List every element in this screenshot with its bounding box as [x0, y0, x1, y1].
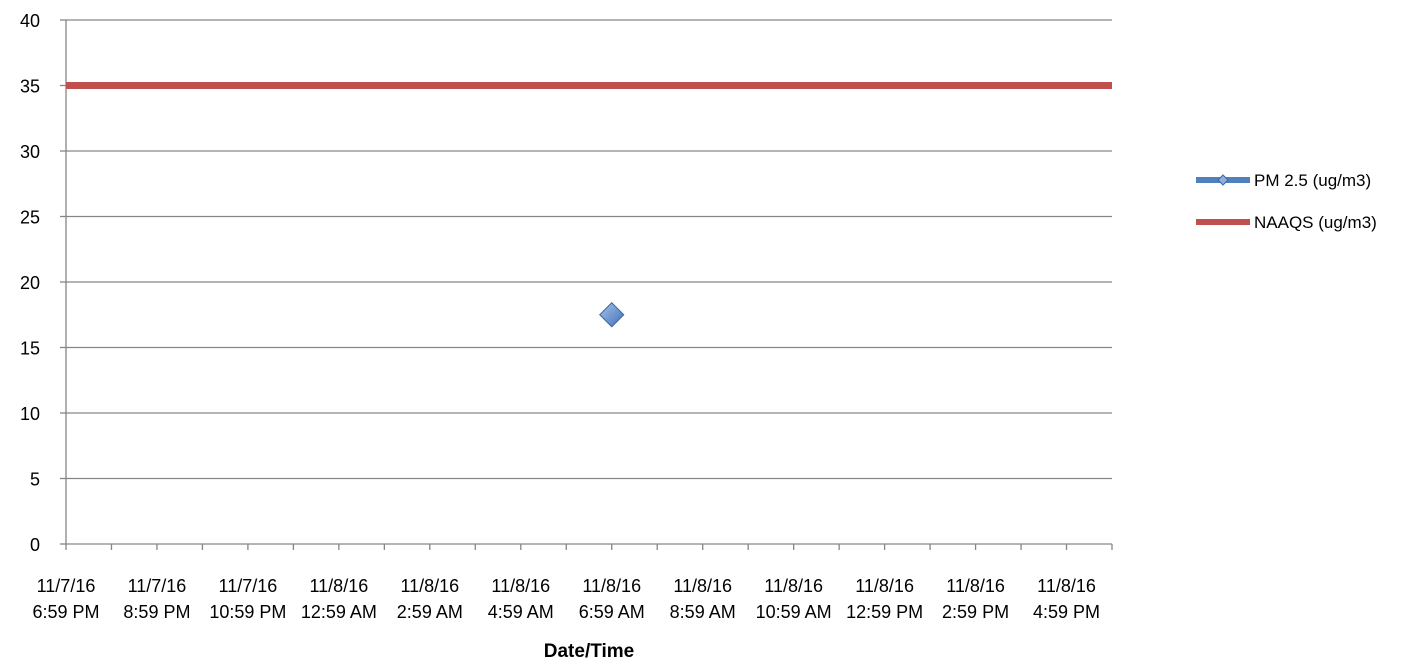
x-tick-label-date: 11/8/16: [673, 576, 732, 596]
x-tick-label-time: 6:59 AM: [579, 602, 645, 622]
x-tick-label-date: 11/8/16: [400, 576, 459, 596]
x-tick-label: 11/7/16 6:59 PM: [32, 576, 99, 622]
x-tick-label: 11/7/16 10:59 PM: [209, 576, 286, 622]
legend-label-0: PM 2.5 (ug/m3): [1254, 171, 1371, 190]
x-tick-label-date: 11/8/16: [1037, 576, 1096, 596]
y-tick-label: 15: [20, 339, 40, 359]
x-tick-label-date: 11/7/16: [128, 576, 187, 596]
y-tick-label: 25: [20, 208, 40, 228]
x-tick-label-date: 11/7/16: [37, 576, 96, 596]
x-tick-label: 11/8/16 10:59 AM: [756, 576, 832, 622]
y-tick-label: 0: [30, 535, 40, 555]
x-tick-label-date: 11/8/16: [764, 576, 823, 596]
x-tick-label: 11/7/16 8:59 PM: [123, 576, 190, 622]
data-point: [599, 302, 625, 328]
x-tick-label: 11/8/16 4:59 PM: [1033, 576, 1100, 622]
x-tick-label-time: 8:59 PM: [123, 602, 190, 622]
x-tick-label: 11/8/16 12:59 PM: [846, 576, 923, 622]
legend-label-1: NAAQS (ug/m3): [1254, 213, 1377, 232]
x-tick-label-time: 4:59 PM: [1033, 602, 1100, 622]
x-tick-label-time: 2:59 AM: [397, 602, 463, 622]
x-tick-labels: 11/7/16 6:59 PM 11/7/16 8:59 PM 11/7/16 10:59…: [32, 576, 1100, 622]
x-tick-label-date: 11/8/16: [582, 576, 641, 596]
x-tick-label: 11/8/16 2:59 PM: [942, 576, 1009, 622]
x-axis-title: Date/Time: [544, 641, 634, 662]
x-tick-label: 11/8/16 6:59 AM: [579, 576, 645, 622]
axes: [65, 20, 1113, 550]
y-tick-label: 40: [20, 11, 40, 31]
x-tick-label-time: 10:59 PM: [209, 602, 286, 622]
x-tick-label: 11/8/16 2:59 AM: [397, 576, 463, 622]
x-tick-label: 11/8/16 8:59 AM: [670, 576, 736, 622]
x-tick-label-date: 11/8/16: [491, 576, 550, 596]
x-tick-label-time: 12:59 PM: [846, 602, 923, 622]
y-tick-labels: 0 5 10 15 20 25 30 35 40: [20, 11, 40, 555]
x-tick-label-time: 10:59 AM: [756, 602, 832, 622]
gridlines: [60, 19, 1112, 545]
y-tick-label: 5: [30, 470, 40, 490]
x-tick-label: 11/8/16 12:59 AM: [301, 576, 377, 622]
y-tick-label: 30: [20, 142, 40, 162]
x-tick-label-time: 2:59 PM: [942, 602, 1009, 622]
x-tick-label-time: 4:59 AM: [488, 602, 554, 622]
x-tick-label-time: 12:59 AM: [301, 602, 377, 622]
x-tick-label-time: 6:59 PM: [32, 602, 99, 622]
y-tick-label: 35: [20, 77, 40, 97]
x-tick-label-time: 8:59 AM: [670, 602, 736, 622]
x-tick-label-date: 11/8/16: [855, 576, 914, 596]
legend: PM 2.5 (ug/m3) NAAQS (ug/m3): [1196, 171, 1377, 232]
x-tick-label-date: 11/7/16: [219, 576, 278, 596]
series-layer: [66, 82, 1112, 328]
x-tick-label-date: 11/8/16: [946, 576, 1005, 596]
x-tick-label: 11/8/16 4:59 AM: [488, 576, 554, 622]
y-tick-label: 20: [20, 273, 40, 293]
y-tick-label: 10: [20, 404, 40, 424]
x-tick-label-date: 11/8/16: [310, 576, 369, 596]
legend-marker-0: [1217, 174, 1229, 186]
